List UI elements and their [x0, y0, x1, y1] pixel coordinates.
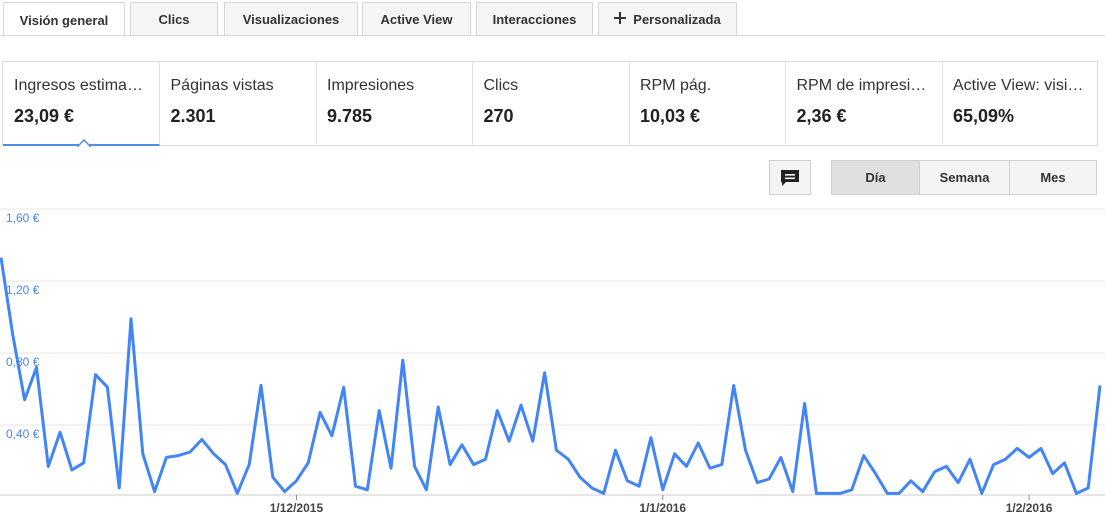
metric-card[interactable]: RPM de impresi… 2,36 €: [786, 62, 943, 146]
annotation-button[interactable]: [769, 160, 811, 195]
metric-value: 65,09%: [953, 106, 1015, 126]
tab[interactable]: Interacciones: [476, 2, 593, 35]
metric-card[interactable]: Páginas vistas 2.301: [160, 62, 317, 146]
metric-card[interactable]: Impresiones 9.785: [316, 62, 473, 146]
metric-card[interactable]: Active View: visi… 65,09%: [942, 62, 1099, 146]
metric-value: 10,03 €: [640, 106, 701, 126]
metric-card[interactable]: Clics 270: [473, 62, 630, 146]
metric-card[interactable]: RPM pág. 10,03 €: [629, 62, 786, 146]
tab[interactable]: Personalizada: [598, 2, 737, 35]
series-line: [0, 257, 1102, 495]
metric-value: 9.785: [327, 106, 373, 126]
metric-value: 23,09 €: [14, 106, 75, 126]
x-tick-label: 1/1/2016: [639, 501, 686, 515]
x-tick-label: 1/2/2016: [1006, 501, 1053, 515]
metric-label: Clics: [483, 77, 519, 94]
plus-icon: [614, 11, 633, 27]
metric-label: Impresiones: [327, 77, 415, 94]
tab-label: Interacciones: [492, 11, 577, 27]
period-button[interactable]: Día: [831, 160, 920, 195]
metric-label: RPM pág.: [640, 77, 712, 94]
metric-cards: Ingresos estima… 23,09 € Páginas vistas 2.3…: [2, 61, 1099, 147]
tab[interactable]: Visualizaciones: [224, 2, 358, 35]
tab-divider: [0, 35, 1105, 36]
period-button[interactable]: Semana: [919, 160, 1010, 195]
caret: [77, 139, 91, 147]
x-tick-label: 1/12/2015: [270, 501, 324, 515]
metric-label: RPM de impresi…: [796, 77, 927, 94]
metric-value: 2,36 €: [796, 106, 847, 126]
y-tick-label: 0,80 €: [6, 355, 40, 369]
plus-glyph: [614, 11, 627, 24]
tab[interactable]: Clics: [130, 2, 218, 35]
period-button[interactable]: Mes: [1009, 160, 1097, 195]
y-tick-label: 1,20 €: [6, 283, 40, 297]
comment-icon: [781, 169, 799, 186]
tab-label: Clics: [158, 11, 190, 27]
y-tick-label: 0,40 €: [6, 427, 40, 441]
metric-value: 270: [483, 106, 514, 126]
metric-card[interactable]: Ingresos estima… 23,09 €: [3, 62, 160, 147]
tab-label: Active View: [380, 11, 453, 27]
y-tick-label: 1,60 €: [6, 211, 40, 225]
metric-label: Páginas vistas: [170, 77, 274, 94]
metric-value: 2.301: [170, 106, 216, 126]
tab[interactable]: Visión general: [3, 2, 125, 37]
tab-label: Personalizada: [633, 11, 721, 27]
metric-label: Active View: visi…: [953, 77, 1084, 94]
tab-label: Visualizaciones: [242, 11, 340, 27]
metric-label: Ingresos estima…: [14, 77, 143, 94]
tab[interactable]: Active View: [362, 2, 471, 35]
tab-label: Visión general: [19, 12, 109, 28]
